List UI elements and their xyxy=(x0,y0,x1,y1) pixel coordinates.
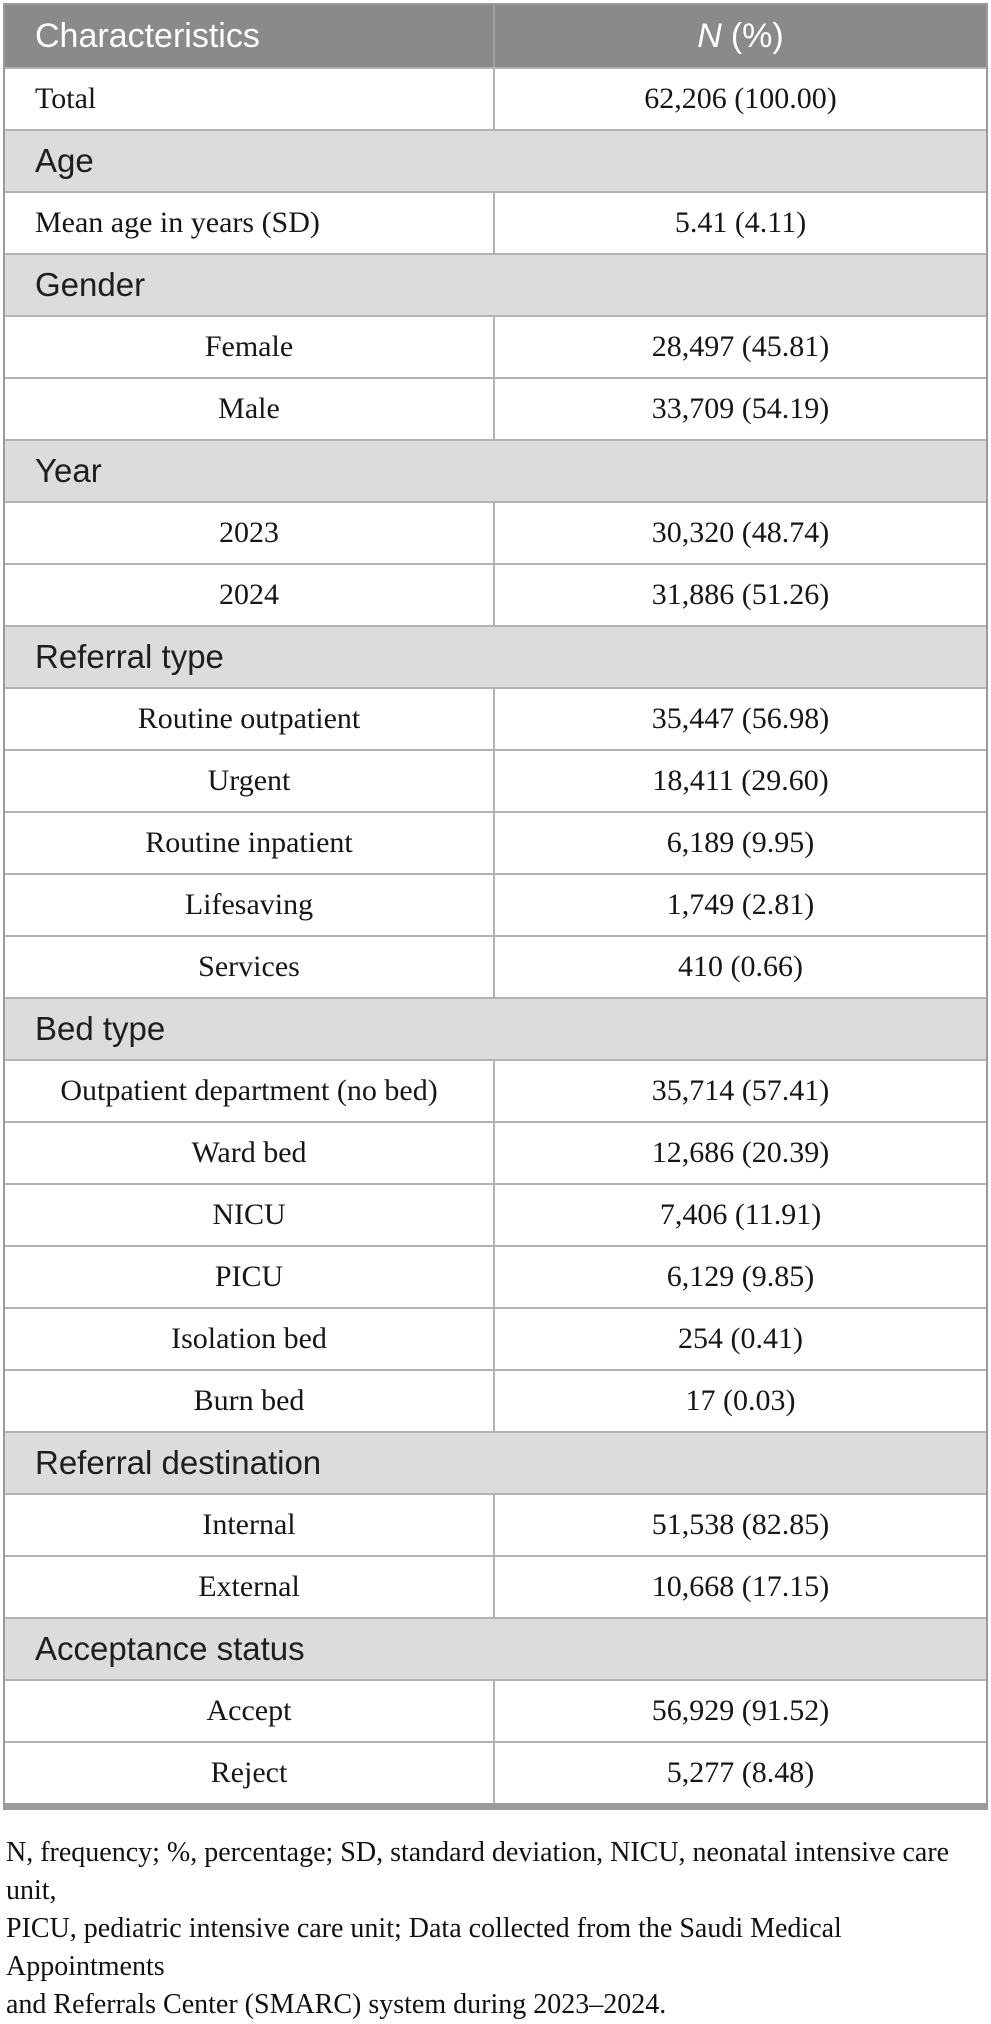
table-footnote: N, frequency; %, percentage; SD, standar… xyxy=(0,1810,991,2024)
table-row: External 10,668 (17.15) xyxy=(5,1555,986,1617)
row-label: Total xyxy=(35,82,97,115)
section-row: Age xyxy=(5,129,986,191)
row-label: Reject xyxy=(210,1756,288,1789)
row-value: 62,206 (100.00) xyxy=(493,69,986,129)
header-n-percent: N (%) xyxy=(493,5,986,67)
row-label: PICU xyxy=(214,1260,284,1293)
row-value: 12,686 (20.39) xyxy=(493,1123,986,1183)
section-row: Year xyxy=(5,439,986,501)
header-n-italic: N xyxy=(697,16,722,55)
row-label: Urgent xyxy=(207,764,291,797)
row-value: 18,411 (29.60) xyxy=(493,751,986,811)
table-row: Mean age in years (SD) 5.41 (4.11) xyxy=(5,191,986,253)
row-label: Male xyxy=(218,392,280,425)
row-label: Services xyxy=(198,950,300,983)
row-label: External xyxy=(198,1570,300,1603)
header-percent-label: (%) xyxy=(730,16,784,55)
row-label: Routine inpatient xyxy=(145,826,353,859)
table-row: Routine outpatient 35,447 (56.98) xyxy=(5,687,986,749)
table-row: Ward bed 12,686 (20.39) xyxy=(5,1121,986,1183)
row-value: 1,749 (2.81) xyxy=(493,875,986,935)
row-value: 30,320 (48.74) xyxy=(493,503,986,563)
row-value: 28,497 (45.81) xyxy=(493,317,986,377)
row-label: 2023 xyxy=(219,516,279,549)
table-header-row: Characteristics N (%) xyxy=(5,5,986,67)
row-label: Routine outpatient xyxy=(137,702,361,735)
row-value: 5.41 (4.11) xyxy=(493,193,986,253)
row-label: NICU xyxy=(212,1198,286,1231)
table-row: Services 410 (0.66) xyxy=(5,935,986,997)
section-label: Referral type xyxy=(35,638,224,675)
section-label: Referral destination xyxy=(35,1444,322,1481)
row-label: 2024 xyxy=(219,578,279,611)
table-row: 2024 31,886 (51.26) xyxy=(5,563,986,625)
table-row: Lifesaving 1,749 (2.81) xyxy=(5,873,986,935)
table-row: Isolation bed 254 (0.41) xyxy=(5,1307,986,1369)
table-row: Internal 51,538 (82.85) xyxy=(5,1493,986,1555)
row-value: 31,886 (51.26) xyxy=(493,565,986,625)
row-label: Mean age in years (SD) xyxy=(35,206,320,239)
table-row: Total 62,206 (100.00) xyxy=(5,67,986,129)
footnote-line: N, frequency; %, percentage; SD, standar… xyxy=(6,1837,950,1906)
row-value: 33,709 (54.19) xyxy=(493,379,986,439)
row-label: Internal xyxy=(202,1508,296,1541)
section-row: Acceptance status xyxy=(5,1617,986,1679)
row-label: Ward bed xyxy=(191,1136,307,1169)
table-row: Routine inpatient 6,189 (9.95) xyxy=(5,811,986,873)
row-value: 7,406 (11.91) xyxy=(493,1185,986,1245)
row-value: 35,714 (57.41) xyxy=(493,1061,986,1121)
table-row: Male 33,709 (54.19) xyxy=(5,377,986,439)
header-characteristics: Characteristics xyxy=(35,16,260,55)
row-label: Burn bed xyxy=(193,1384,305,1417)
section-row: Referral type xyxy=(5,625,986,687)
section-label: Gender xyxy=(35,266,146,303)
section-row: Gender xyxy=(5,253,986,315)
row-value: 56,929 (91.52) xyxy=(493,1681,986,1741)
row-label: Isolation bed xyxy=(171,1322,327,1355)
section-label: Age xyxy=(35,142,94,179)
section-label: Bed type xyxy=(35,1010,166,1047)
table-row: Female 28,497 (45.81) xyxy=(5,315,986,377)
table-row: PICU 6,129 (9.85) xyxy=(5,1245,986,1307)
row-value: 5,277 (8.48) xyxy=(493,1743,986,1803)
row-label: Female xyxy=(204,330,294,363)
row-value: 410 (0.66) xyxy=(493,937,986,997)
row-label: Lifesaving xyxy=(184,888,314,921)
section-row: Bed type xyxy=(5,997,986,1059)
section-label: Year xyxy=(35,452,102,489)
row-value: 6,129 (9.85) xyxy=(493,1247,986,1307)
table-row: Burn bed 17 (0.03) xyxy=(5,1369,986,1431)
table-row: Urgent 18,411 (29.60) xyxy=(5,749,986,811)
row-value: 6,189 (9.95) xyxy=(493,813,986,873)
characteristics-table: Characteristics N (%) Total 62,206 (100.0… xyxy=(3,3,988,1810)
row-value: 10,668 (17.15) xyxy=(493,1557,986,1617)
table-row: NICU 7,406 (11.91) xyxy=(5,1183,986,1245)
table-body: Total 62,206 (100.00) Age Mean age in years… xyxy=(5,67,986,1803)
table-row: 2023 30,320 (48.74) xyxy=(5,501,986,563)
row-label: Outpatient department (no bed) xyxy=(60,1074,438,1107)
section-label: Acceptance status xyxy=(35,1630,305,1667)
table-row: Reject 5,277 (8.48) xyxy=(5,1741,986,1803)
row-value: 35,447 (56.98) xyxy=(493,689,986,749)
footnote-line: and Referrals Center (SMARC) system duri… xyxy=(6,1989,667,2020)
table-row: Outpatient department (no bed) 35,714 (57… xyxy=(5,1059,986,1121)
section-row: Referral destination xyxy=(5,1431,986,1493)
row-value: 51,538 (82.85) xyxy=(493,1495,986,1555)
row-value: 17 (0.03) xyxy=(493,1371,986,1431)
footnote-line: PICU, pediatric intensive care unit; Dat… xyxy=(6,1913,842,1982)
row-label: Accept xyxy=(206,1694,292,1727)
row-value: 254 (0.41) xyxy=(493,1309,986,1369)
table-row: Accept 56,929 (91.52) xyxy=(5,1679,986,1741)
